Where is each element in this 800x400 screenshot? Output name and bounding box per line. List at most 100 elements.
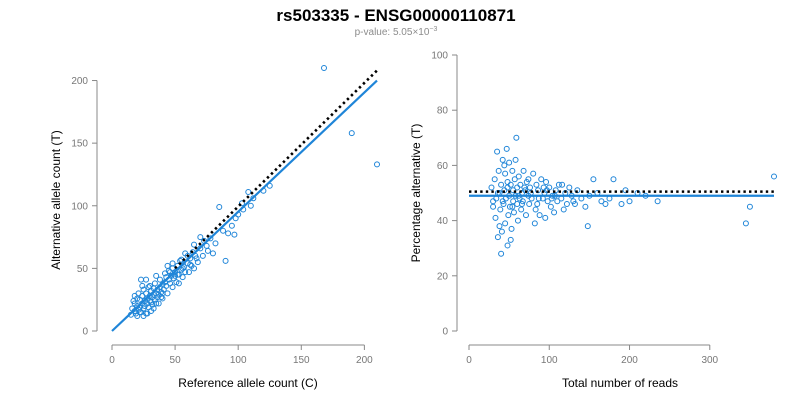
data-point xyxy=(504,184,511,191)
data-point xyxy=(499,156,506,163)
data-point xyxy=(159,290,166,297)
data-point xyxy=(245,188,252,195)
data-point xyxy=(496,223,503,230)
p-value-times: × xyxy=(412,27,418,38)
data-point xyxy=(515,173,522,180)
data-point xyxy=(512,156,519,163)
data-point xyxy=(525,176,532,183)
right-panel-percentage-alternative: 0 100 200 300 Total number of reads 0 20 40 60 80… xyxy=(409,51,777,390)
y-axis: 0 50 100 150 200 Alternative allele count (T) xyxy=(49,76,98,338)
x-tick-label: 100 xyxy=(541,355,558,366)
data-point xyxy=(494,148,501,155)
data-point xyxy=(232,215,239,222)
data-point xyxy=(153,272,160,279)
data-point xyxy=(534,201,541,208)
data-point xyxy=(204,247,211,254)
data-point xyxy=(531,220,538,227)
data-point xyxy=(143,276,150,283)
data-point xyxy=(488,184,495,191)
y-tick-label: 80 xyxy=(437,106,449,117)
data-point xyxy=(532,206,539,213)
data-point xyxy=(498,250,505,257)
data-point xyxy=(507,236,514,243)
data-point xyxy=(490,203,497,210)
data-point xyxy=(584,223,591,230)
data-point xyxy=(502,170,509,177)
x-axis: 0 100 200 300 Total number of reads xyxy=(466,344,719,390)
data-point xyxy=(197,245,204,252)
data-point xyxy=(547,203,554,210)
y-axis-label: Percentage alternative (T) xyxy=(409,124,423,263)
data-point xyxy=(185,269,192,276)
p-value-label: p-value: 5.05×10−3 xyxy=(355,26,438,38)
data-point xyxy=(543,178,550,185)
data-point xyxy=(139,282,146,289)
data-point xyxy=(511,176,518,183)
data-point xyxy=(138,276,145,283)
y-axis: 0 20 40 60 80 100 Percentage alternative (T) xyxy=(409,51,458,338)
data-point xyxy=(503,145,510,152)
left-panel-allele-counts: 0 50 100 150 200 Reference allele count (C) 0 5… xyxy=(49,65,380,390)
data-point xyxy=(174,271,181,278)
data-point xyxy=(559,181,566,188)
data-point xyxy=(504,178,511,185)
data-point xyxy=(504,242,511,249)
data-point xyxy=(490,198,497,205)
data-point xyxy=(497,206,504,213)
data-point xyxy=(159,295,166,302)
data-point xyxy=(552,187,559,194)
data-point xyxy=(498,228,505,235)
reference-dotted-line xyxy=(174,69,378,270)
data-point xyxy=(187,261,194,268)
data-point xyxy=(222,257,229,264)
y-tick-label: 60 xyxy=(437,161,449,172)
data-point xyxy=(238,200,245,207)
p-value-exponent: −3 xyxy=(429,26,437,33)
data-point xyxy=(543,187,550,194)
data-point xyxy=(499,198,506,205)
data-point xyxy=(771,173,777,180)
data-point xyxy=(506,203,513,210)
data-point xyxy=(518,201,525,208)
data-point xyxy=(199,252,206,259)
data-point xyxy=(510,209,517,216)
data-point xyxy=(530,170,537,177)
data-point xyxy=(571,201,578,208)
data-point xyxy=(228,222,235,229)
data-point xyxy=(225,230,232,237)
y-tick-label: 100 xyxy=(71,201,88,212)
data-point xyxy=(175,280,182,287)
chart-title: rs503335 - ENSG00000110871 xyxy=(276,6,515,25)
y-tick-label: 150 xyxy=(71,139,88,150)
data-point xyxy=(197,234,204,241)
data-point xyxy=(610,176,617,183)
data-point xyxy=(250,195,257,202)
data-point xyxy=(536,212,543,219)
data-point xyxy=(522,212,529,219)
data-point xyxy=(551,209,558,216)
data-point xyxy=(191,241,198,248)
x-tick-label: 100 xyxy=(230,355,247,366)
data-point xyxy=(618,201,625,208)
data-point xyxy=(542,214,549,221)
data-point xyxy=(194,259,201,266)
data-point xyxy=(158,294,165,301)
data-point xyxy=(169,260,176,267)
data-point xyxy=(520,167,527,174)
p-value-base: 10 xyxy=(418,27,430,38)
data-point xyxy=(131,292,138,299)
data-point xyxy=(654,198,661,205)
data-point xyxy=(590,176,597,183)
data-point xyxy=(207,235,214,242)
x-axis-label: Total number of reads xyxy=(562,376,678,390)
data-point xyxy=(519,198,526,205)
data-point xyxy=(544,198,551,205)
data-point xyxy=(742,220,749,227)
data-point xyxy=(193,255,200,262)
x-tick-label: 0 xyxy=(109,355,115,366)
data-point xyxy=(533,181,540,188)
data-point xyxy=(513,134,520,141)
data-point xyxy=(155,300,162,307)
data-point xyxy=(508,225,515,232)
